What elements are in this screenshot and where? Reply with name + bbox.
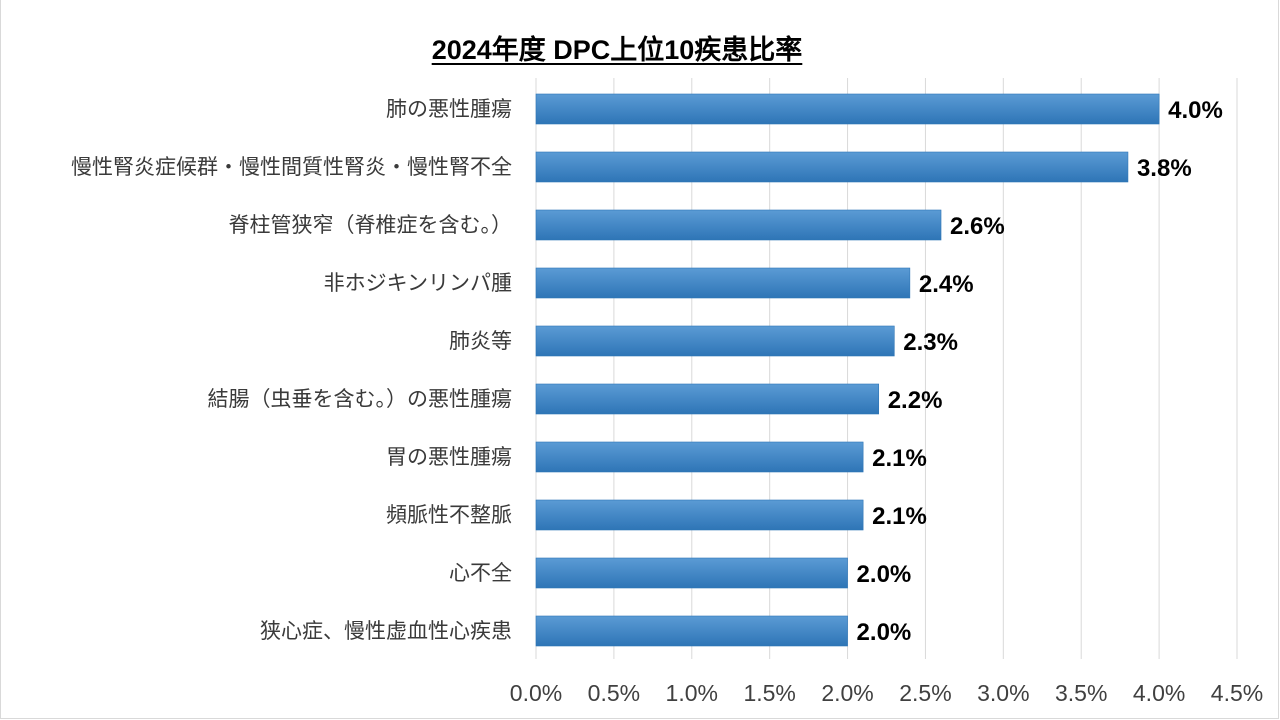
- data-label: 2.3%: [903, 329, 958, 356]
- category-label: 心不全: [449, 561, 512, 585]
- data-label: 2.6%: [950, 213, 1005, 240]
- x-tick-label: 1.5%: [743, 680, 795, 706]
- bar: [535, 267, 911, 299]
- bar: [535, 325, 895, 357]
- x-tick-label: 2.5%: [899, 680, 951, 706]
- x-tick-label: 0.5%: [588, 680, 640, 706]
- x-tick-label: 3.0%: [977, 680, 1029, 706]
- data-label: 2.2%: [888, 387, 943, 414]
- bar: [535, 151, 1129, 183]
- bar: [535, 557, 848, 589]
- bar-layer: [535, 93, 1160, 647]
- chart-title-text: 2024年度 DPC上位10疾患比率: [431, 35, 803, 65]
- bar: [535, 499, 864, 531]
- category-label: 肺の悪性腫瘍: [386, 97, 512, 121]
- category-label: 慢性腎炎症候群・慢性間質性腎炎・慢性腎不全: [71, 155, 512, 179]
- data-label: 2.4%: [919, 271, 974, 298]
- category-label: 頻脈性不整脈: [386, 503, 512, 527]
- category-label: 胃の悪性腫瘍: [386, 445, 512, 469]
- data-label: 2.1%: [872, 503, 927, 530]
- category-label: 結腸（虫垂を含む。）の悪性腫瘍: [208, 387, 513, 411]
- x-tick-label: 1.0%: [666, 680, 718, 706]
- bar: [535, 209, 942, 241]
- data-label: 4.0%: [1168, 97, 1223, 124]
- category-label: 肺炎等: [449, 329, 512, 353]
- x-tick-label: 3.5%: [1055, 680, 1107, 706]
- data-label: 2.0%: [857, 561, 912, 588]
- category-label: 非ホジキンリンパ腫: [324, 271, 512, 295]
- category-label: 脊柱管狭窄（脊椎症を含む。）: [229, 213, 513, 237]
- data-label: 2.0%: [857, 619, 912, 646]
- x-tick-label: 4.0%: [1133, 680, 1185, 706]
- bar: [535, 93, 1160, 125]
- x-tick-label: 4.5%: [1211, 680, 1263, 706]
- data-label: 2.1%: [872, 445, 927, 472]
- data-label: 3.8%: [1137, 155, 1192, 182]
- category-label: 狭心症、慢性虚血性心疾患: [260, 619, 512, 643]
- bar: [535, 383, 880, 415]
- bar: [535, 615, 848, 647]
- bar: [535, 441, 864, 473]
- chart-title: 2024年度 DPC上位10疾患比率: [0, 28, 1234, 67]
- label-layer: 肺の悪性腫瘍 4.0% 慢性腎炎症候群・慢性間質性腎炎・慢性腎不全 3.8% 脊柱管狭窄…: [71, 97, 1223, 646]
- x-tick-label: 0.0%: [510, 680, 562, 706]
- tick-layer: 0.0% 0.5% 1.0% 1.5% 2.0% 2.5% 3.0% 3.5% 4.0% 4.5%: [510, 680, 1263, 706]
- x-tick-label: 2.0%: [821, 680, 873, 706]
